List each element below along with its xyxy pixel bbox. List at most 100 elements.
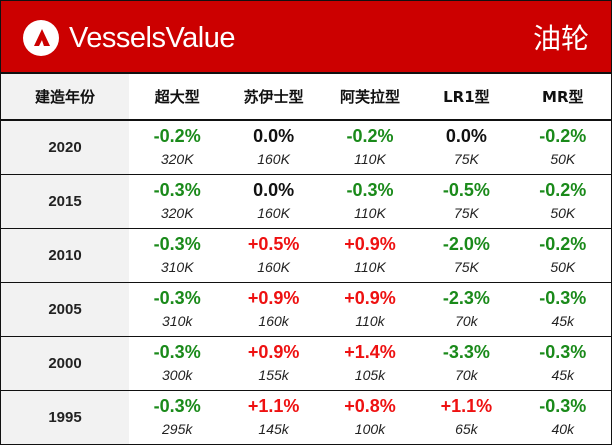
- table-row: 2000 -0.3% 300k +0.9% 155k +1.4% 105k -3.3% 70k -…: [1, 336, 611, 391]
- value-cell: -0.3% 40k: [515, 390, 611, 444]
- value-change: -2.3%: [442, 288, 490, 308]
- vessel-value: 310k: [162, 313, 193, 329]
- vessel-value: 155k: [258, 367, 289, 383]
- value-cell: +0.9% 110k: [321, 282, 419, 337]
- vessel-value: 300k: [162, 367, 193, 383]
- value-change: -0.3%: [153, 342, 201, 362]
- value-change: +0.9%: [247, 342, 300, 362]
- value-change: -0.3%: [153, 288, 201, 308]
- value-change: -2.0%: [442, 234, 490, 254]
- value-cell: -0.3% 295k: [129, 390, 225, 444]
- vesselsvalue-logo-icon: [23, 20, 59, 56]
- value-change: +1.1%: [440, 396, 493, 417]
- value-cell: -2.3% 70k: [418, 282, 515, 337]
- value-cell: -0.2% 110K: [321, 120, 419, 175]
- value-change: +1.1%: [247, 396, 300, 417]
- value-change: +1.4%: [344, 342, 396, 362]
- vessel-value: 75K: [453, 151, 479, 168]
- vessel-value: 50K: [550, 151, 576, 168]
- value-cell: +1.1% 65k: [418, 390, 514, 444]
- value-cell: 0.0% 75K: [418, 120, 515, 175]
- vessel-value: 70k: [455, 367, 478, 383]
- value-cell: -0.2% 320K: [129, 120, 226, 175]
- value-change: -0.2%: [153, 126, 201, 147]
- vessel-value: 160K: [257, 205, 290, 221]
- vessel-value: 145k: [258, 421, 289, 438]
- value-cell: -0.2% 50K: [514, 120, 611, 175]
- value-cell: +1.1% 145k: [225, 390, 321, 444]
- vessel-value-table: 建造年份 超大型 苏伊士型 阿芙拉型 LR1型 MR型 2020 -0.2% 320…: [1, 74, 611, 444]
- column-header-vlcc: 超大型: [129, 74, 226, 121]
- value-change: +0.9%: [344, 288, 396, 308]
- vessel-value: 45k: [551, 313, 575, 329]
- value-change: -0.3%: [539, 342, 587, 362]
- brand-name: VesselsValue: [69, 22, 235, 54]
- value-cell: -0.3% 45k: [514, 282, 611, 337]
- value-change: -0.3%: [153, 396, 201, 417]
- value-change: -0.5%: [442, 180, 490, 200]
- build-year-cell: 2020: [1, 120, 129, 175]
- value-change: -0.3%: [153, 180, 201, 200]
- vessel-value: 110k: [355, 313, 385, 329]
- table-row: 2010 -0.3% 310K +0.5% 160K +0.9% 110K -2.0% 75K -…: [1, 228, 611, 283]
- column-header-suezmax: 苏伊士型: [225, 74, 322, 121]
- vessel-value: 75K: [453, 205, 479, 221]
- column-header-build-year: 建造年份: [1, 74, 129, 121]
- value-cell: -0.3% 110K: [321, 174, 419, 229]
- value-cell: +0.5% 160K: [225, 228, 322, 283]
- table-body: 2020 -0.2% 320K 0.0% 160K -0.2% 110K 0.0% 75K -0.…: [1, 120, 611, 444]
- vessel-value: 320K: [160, 205, 194, 221]
- column-header-aframax: 阿芙拉型: [321, 74, 419, 121]
- header-banner: VesselsValue 油轮: [1, 1, 611, 74]
- vessel-value: 105k: [354, 367, 386, 383]
- vessel-value: 65k: [455, 421, 478, 438]
- vessel-value: 70k: [455, 313, 478, 329]
- vessel-value: 40k: [551, 421, 575, 438]
- vessel-value: 50K: [550, 205, 576, 221]
- value-change: 0.0%: [253, 126, 295, 147]
- value-cell: 0.0% 160K: [225, 174, 322, 229]
- value-cell: +0.9% 110K: [321, 228, 419, 283]
- value-change: -0.3%: [346, 180, 394, 200]
- table-row: 2020 -0.2% 320K 0.0% 160K -0.2% 110K 0.0% 75K -0.…: [1, 120, 611, 175]
- vessel-value: 110K: [354, 205, 386, 221]
- value-change: -0.2%: [346, 126, 394, 147]
- value-cell: -0.3% 310K: [129, 228, 226, 283]
- column-header-mr: MR型: [514, 74, 611, 121]
- vessel-value: 45k: [551, 367, 575, 383]
- value-change: -0.2%: [539, 126, 587, 147]
- value-cell: -0.2% 50K: [514, 174, 611, 229]
- value-change: -0.3%: [539, 288, 587, 308]
- value-cell: -0.5% 75K: [418, 174, 515, 229]
- value-cell: +0.8% 100k: [322, 390, 418, 444]
- table-row: 2005 -0.3% 310k +0.9% 160k +0.9% 110k -2.3% 70k -…: [1, 282, 611, 337]
- value-cell: +0.9% 155k: [225, 336, 322, 391]
- vessel-value: 160k: [258, 313, 289, 329]
- value-cell: -2.0% 75K: [418, 228, 515, 283]
- value-change: -0.2%: [539, 234, 587, 254]
- vessel-value: 50K: [550, 259, 576, 275]
- vessel-value: 160K: [257, 259, 290, 275]
- vessel-value: 310K: [160, 259, 194, 275]
- value-change: +0.5%: [247, 234, 300, 254]
- value-change: -0.3%: [153, 234, 201, 254]
- build-year-cell: 2005: [1, 282, 129, 337]
- value-change: 0.0%: [445, 126, 487, 147]
- vessel-value: 110K: [354, 259, 386, 275]
- vessel-value: 295k: [162, 421, 193, 438]
- table-row: 1995 -0.3% 295k +1.1% 145k +0.8% 100k +1.1% 65k -…: [1, 390, 611, 444]
- build-year-cell: 2000: [1, 336, 129, 391]
- value-change: 0.0%: [253, 180, 295, 200]
- table-row: 2015 -0.3% 320K 0.0% 160K -0.3% 110K -0.5% 75K -0…: [1, 174, 611, 229]
- value-cell: -0.3% 45k: [514, 336, 611, 391]
- value-change: -0.3%: [539, 396, 587, 417]
- column-header-lr1: LR1型: [418, 74, 515, 121]
- value-cell: -0.3% 310k: [129, 282, 226, 337]
- value-change: +0.8%: [344, 396, 396, 417]
- vessel-value: 160K: [257, 151, 290, 168]
- vessel-value: 320K: [160, 151, 194, 168]
- value-cell: -0.3% 300k: [129, 336, 226, 391]
- value-change: -0.2%: [539, 180, 587, 200]
- vessel-value: 100k: [354, 421, 386, 438]
